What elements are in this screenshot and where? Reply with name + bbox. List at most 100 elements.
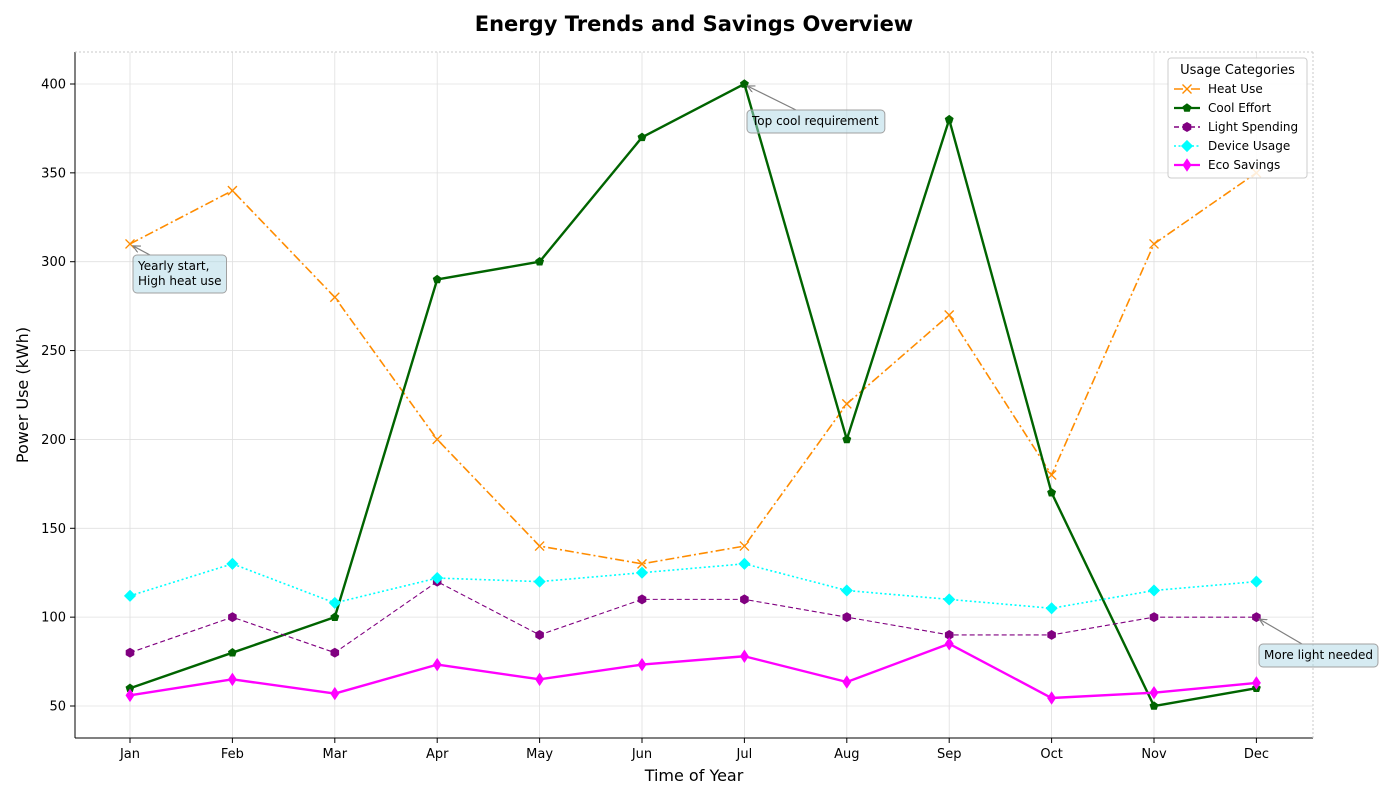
point-device-usage: [1045, 602, 1058, 615]
point-device-usage: [533, 575, 546, 588]
point-eco-savings: [944, 637, 954, 651]
point-cool-effort: [739, 79, 749, 88]
point-eco-savings: [535, 672, 545, 687]
y-axis-title: Power Use (kWh): [13, 327, 32, 463]
annotation-text: High heat use: [138, 274, 222, 288]
legend-marker: [1182, 122, 1192, 132]
y-tick-label: 150: [41, 522, 66, 537]
point-cool-effort: [535, 257, 545, 266]
x-tick-label: Nov: [1141, 747, 1167, 762]
line-device-usage: [129, 563, 1257, 610]
annotation: Yearly start,High heat use: [133, 246, 227, 294]
annotation-box: [1258, 643, 1379, 668]
point-heat-use: [841, 398, 852, 409]
series-heat-use: [125, 167, 1262, 569]
annotation-text: Yearly start,: [137, 259, 209, 273]
series-lines: [123, 79, 1263, 710]
legend-label: Cool Effort: [1208, 101, 1271, 115]
legend-label: Eco Savings: [1208, 158, 1280, 172]
point-eco-savings: [125, 688, 135, 703]
point-light-spending: [637, 594, 647, 605]
annotation-box: [746, 109, 886, 134]
x-tick-label: Dec: [1244, 747, 1269, 762]
point-eco-savings: [842, 675, 852, 689]
line-heat-use: [129, 172, 1257, 565]
point-light-spending: [740, 594, 749, 605]
point-cool-effort: [1047, 488, 1057, 497]
point-heat-use: [534, 541, 545, 552]
point-eco-savings: [1149, 685, 1159, 700]
legend: Usage Categories Heat Use Cool Effort Light…: [1167, 57, 1308, 179]
x-tick-label: Aug: [834, 747, 859, 762]
legend-label: Heat Use: [1208, 82, 1263, 96]
x-tick-label: Jan: [119, 747, 140, 762]
annotation-text: More light needed: [1264, 648, 1373, 662]
x-tick-label: May: [526, 747, 553, 762]
y-tick-label: 350: [41, 166, 66, 181]
x-tick-label: Sep: [937, 747, 962, 762]
legend-marker: [1182, 158, 1192, 172]
point-eco-savings: [637, 657, 647, 672]
point-light-spending: [842, 612, 852, 623]
annotations: Yearly start,High heat use Top cool requi…: [133, 86, 1379, 668]
line-light-spending: [129, 581, 1257, 654]
x-tick-label: Feb: [221, 747, 244, 762]
point-eco-savings: [432, 657, 442, 672]
annotation-arrow: [747, 86, 797, 111]
point-cool-effort: [330, 612, 340, 621]
legend-item-cool-effort: Cool Effort: [1174, 101, 1271, 115]
point-eco-savings: [739, 649, 749, 663]
annotation: Top cool requirement: [746, 86, 886, 134]
point-cool-effort: [432, 274, 442, 284]
annotation-arrow: [133, 246, 151, 256]
series-cool-effort: [125, 79, 1261, 710]
point-cool-effort: [1149, 701, 1159, 710]
annotation-text: Top cool requirement: [751, 114, 879, 128]
point-heat-use: [944, 310, 955, 321]
point-device-usage: [431, 571, 444, 585]
series-eco-savings: [125, 637, 1261, 705]
y-tick-label: 400: [41, 77, 66, 92]
point-heat-use: [329, 292, 340, 303]
y-tick-label: 50: [49, 700, 66, 715]
legend-marker: [1182, 103, 1192, 112]
point-heat-use: [227, 185, 238, 196]
point-cool-effort: [944, 114, 954, 124]
point-device-usage: [226, 557, 239, 570]
point-heat-use: [739, 541, 750, 552]
point-heat-use: [637, 558, 647, 569]
point-eco-savings: [330, 686, 340, 701]
annotation-arrow: [1259, 619, 1303, 645]
legend-label: Device Usage: [1208, 139, 1290, 153]
legend-item-light-spending: Light Spending: [1174, 120, 1298, 134]
legend-label: Light Spending: [1208, 120, 1298, 134]
y-tick-label: 250: [41, 344, 66, 359]
point-device-usage: [738, 557, 751, 570]
annotation: More light needed: [1258, 619, 1379, 668]
legend-item-device-usage: Device Usage: [1174, 139, 1290, 153]
point-device-usage: [840, 584, 853, 597]
point-light-spending: [330, 647, 340, 658]
x-tick-label: Apr: [426, 747, 449, 762]
y-tick-label: 200: [41, 433, 66, 448]
line-eco-savings: [129, 642, 1257, 700]
point-light-spending: [228, 612, 237, 623]
point-heat-use: [1149, 238, 1159, 249]
point-device-usage: [1147, 584, 1161, 597]
point-cool-effort: [637, 132, 647, 142]
point-light-spending: [1047, 629, 1056, 640]
legend-item-heat-use: Heat Use: [1174, 82, 1263, 96]
point-cool-effort: [227, 647, 237, 657]
series-device-usage: [123, 557, 1263, 615]
grid: [75, 52, 1313, 738]
point-light-spending: [125, 647, 135, 658]
legend-title: Usage Categories: [1180, 63, 1295, 78]
point-device-usage: [1250, 575, 1263, 588]
point-eco-savings: [227, 672, 237, 687]
legend-marker: [1182, 84, 1192, 94]
x-tick-label: Oct: [1040, 747, 1062, 762]
chart-title: Energy Trends and Savings Overview: [475, 12, 913, 36]
point-heat-use: [432, 434, 443, 445]
